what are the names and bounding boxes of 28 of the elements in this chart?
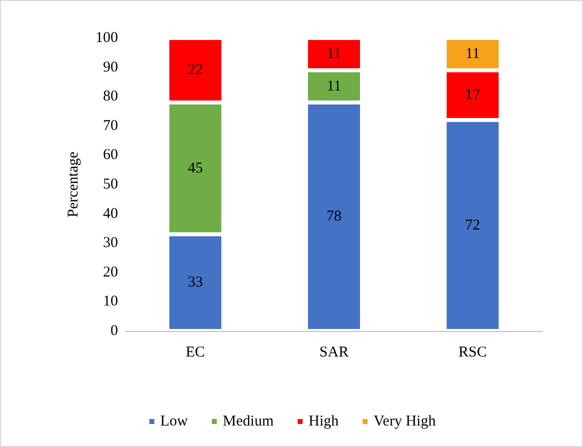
x-tick-label: RSC [458,344,487,360]
data-label: 11 [326,46,342,62]
data-label: 78 [326,208,342,225]
y-tick-label: 60 [103,147,118,164]
data-label: 45 [188,160,203,176]
legend-label: Very High [374,414,436,430]
x-tick-label: EC [186,344,205,360]
data-label: 11 [326,78,342,94]
y-tick-label: 0 [110,323,118,339]
y-tick-label: 10 [103,294,118,310]
y-tick-label: 80 [103,88,118,105]
y-tick-label: 100 [96,30,118,46]
y-tick-label: 40 [103,206,118,222]
data-label: 33 [188,274,203,291]
legend-label: Medium [222,414,274,430]
data-label: 11 [465,46,480,62]
legend-label: High [308,414,340,430]
y-tick-label: 20 [103,264,118,280]
y-tick-label: 50 [103,176,118,192]
y-axis-title: Percentage [66,151,82,218]
legend-label: Low [160,414,188,430]
data-label: 72 [465,218,480,234]
y-tick-label: 30 [103,235,118,252]
data-label: 22 [188,62,203,78]
data-label: 17 [465,87,481,104]
y-tick-label: 70 [103,118,118,134]
y-tick-label: 90 [103,59,118,76]
x-tick-label: SAR [319,344,349,360]
